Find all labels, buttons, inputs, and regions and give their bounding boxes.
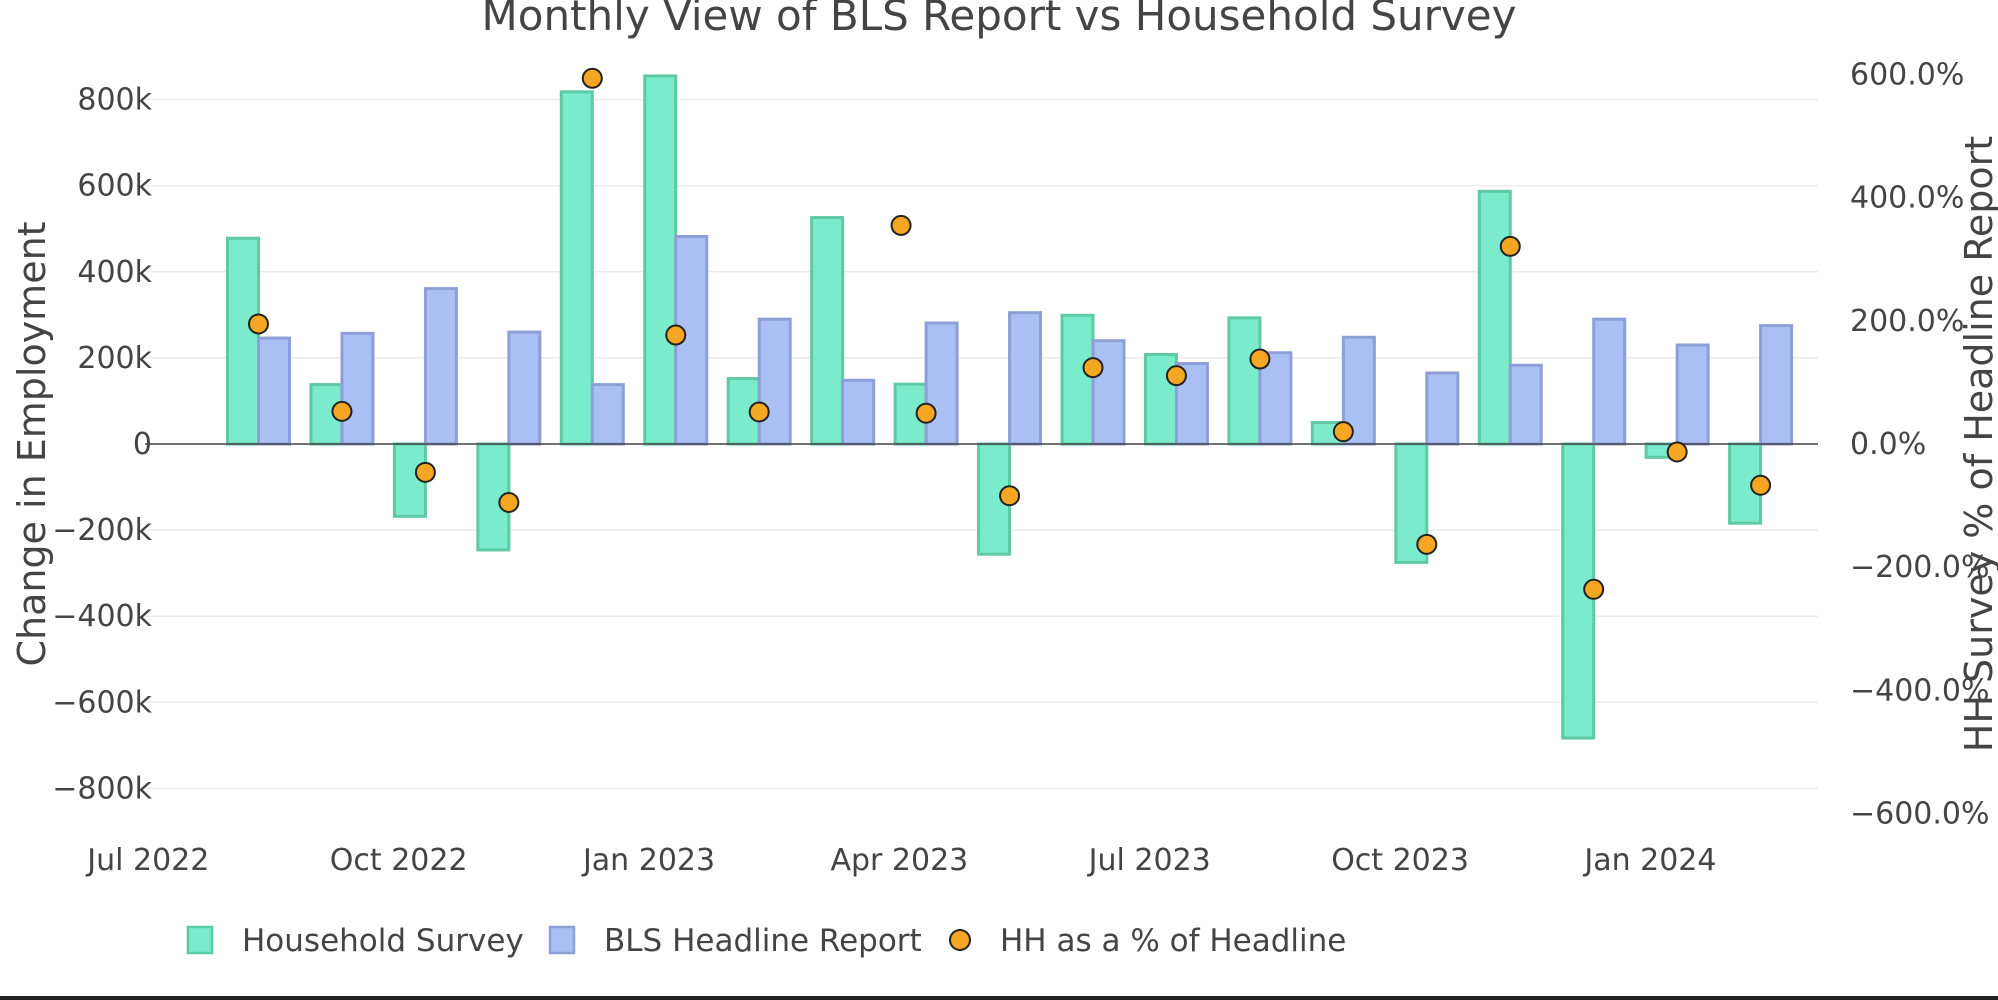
y-tick-label: 800k: [77, 83, 152, 118]
bls-bar: [507, 330, 542, 446]
bls-bar: [924, 321, 959, 446]
x-tick-label: Jan 2024: [1582, 843, 1716, 878]
bls-bar: [257, 336, 291, 446]
bls-bar: [1008, 311, 1043, 446]
bls-bar: [757, 317, 792, 446]
y-tick-label: −400k: [52, 599, 152, 634]
pct-point: [665, 324, 687, 346]
y2-tick-label: −200.0%: [1850, 550, 1990, 585]
pct-point: [1583, 578, 1605, 600]
legend-swatch: [548, 925, 576, 955]
pct-point: [248, 313, 269, 335]
bars: [226, 74, 1794, 740]
legend-swatch: [949, 929, 971, 951]
household-bar: [309, 383, 344, 446]
bls-bar: [1592, 317, 1627, 446]
x-tick-label: Oct 2022: [330, 843, 468, 878]
y-tick-label: −600k: [52, 685, 152, 720]
bottom-rule: [0, 996, 1998, 1000]
pct-point: [915, 402, 937, 424]
x-tick-label: Apr 2023: [830, 843, 968, 878]
legend-swatch: [186, 925, 214, 955]
pct-point: [1666, 441, 1688, 463]
y-tick-label: 600k: [77, 169, 152, 204]
pct-point: [1249, 348, 1271, 370]
points: [248, 67, 1772, 600]
chart-title: Monthly View of BLS Report vs Household …: [482, 0, 1517, 40]
y2-axis-ticks: 600.0% 400.0% 200.0% 0.0% −200.0% −400.0% −600…: [1850, 58, 1990, 832]
pct-point: [414, 461, 436, 483]
household-bar: [226, 236, 260, 446]
bls-bar: [1508, 363, 1543, 446]
household-bar: [559, 90, 594, 446]
x-axis-ticks: Jul 2022 Oct 2022 Jan 2023 Apr 2023 Jul 2023…: [85, 843, 1716, 878]
y2-axis-title: HH Survey % of Headline Report: [1957, 136, 1998, 752]
pct-point: [1082, 357, 1104, 379]
bls-bar: [423, 287, 458, 446]
household-bar: [643, 74, 678, 446]
y-axis-title: Change in Employment: [10, 221, 54, 666]
household-bar: [1477, 189, 1512, 446]
pct-point: [1165, 365, 1187, 387]
x-tick-label: Jan 2023: [581, 843, 715, 878]
pct-point: [748, 401, 770, 423]
pct-point: [1416, 533, 1438, 555]
bls-bar: [1425, 371, 1460, 446]
household-bar: [810, 216, 845, 446]
legend-label: BLS Headline Report: [604, 923, 922, 959]
bls-bar: [1091, 339, 1126, 446]
y2-tick-label: −600.0%: [1850, 796, 1990, 831]
x-tick-label: Oct 2023: [1331, 843, 1469, 878]
pct-point: [498, 491, 520, 513]
legend-label: Household Survey: [242, 923, 524, 959]
household-bar: [1060, 313, 1095, 446]
y-tick-label: 200k: [77, 341, 152, 376]
pct-point: [1332, 421, 1354, 443]
bls-bar: [340, 331, 375, 446]
bls-bar: [841, 378, 876, 446]
y-tick-label: −800k: [52, 771, 152, 806]
bls-bar: [1675, 343, 1710, 446]
y2-tick-label: 400.0%: [1850, 181, 1964, 216]
bls-bar: [590, 383, 625, 446]
bls-bar: [1759, 324, 1794, 446]
pct-point: [581, 67, 603, 89]
x-tick-label: Jul 2023: [1087, 843, 1211, 878]
pct-point: [1750, 474, 1772, 496]
y2-tick-label: 0.0%: [1850, 427, 1926, 462]
y-tick-label: 400k: [77, 255, 152, 290]
legend-label: HH as a % of Headline: [1000, 923, 1346, 959]
y2-tick-label: −400.0%: [1850, 673, 1990, 708]
y-axis-ticks: 800k 600k 400k 200k 0 −200k −400k −600k −800k: [52, 83, 152, 807]
legend: Household Survey BLS Headline Report HH as…: [186, 923, 1346, 959]
y2-tick-label: 600.0%: [1850, 58, 1964, 93]
pct-point: [890, 214, 912, 236]
pct-point: [331, 400, 353, 422]
y2-tick-label: 200.0%: [1850, 304, 1964, 339]
y-tick-label: 0: [133, 427, 152, 462]
y-tick-label: −200k: [52, 513, 152, 548]
pct-point: [1499, 235, 1521, 257]
pct-point: [999, 485, 1021, 507]
x-tick-label: Jul 2022: [85, 843, 209, 878]
household-bar: [1227, 316, 1262, 446]
